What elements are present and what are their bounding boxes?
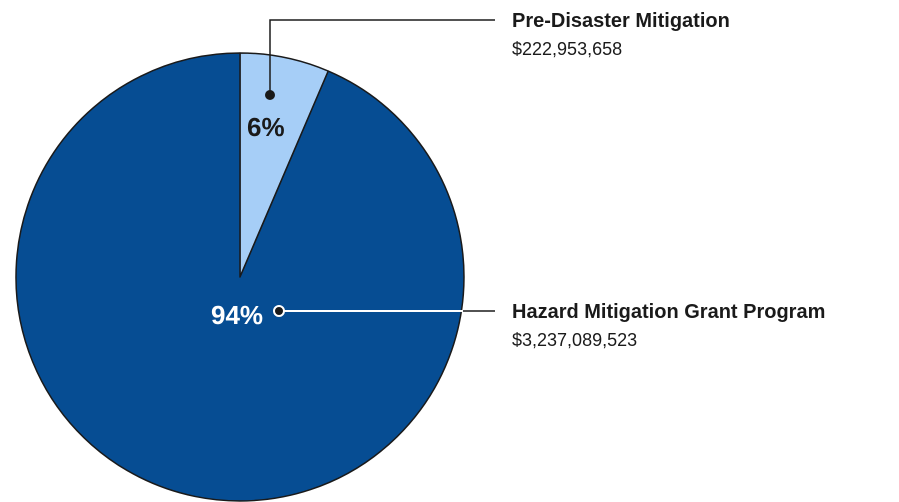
leader-dot-0 xyxy=(265,90,275,100)
slice-percent-label-pre-disaster: 6% xyxy=(247,112,285,142)
slice-label-group-1: 94% xyxy=(211,300,263,330)
legend-name-pre-disaster: Pre-Disaster Mitigation xyxy=(512,10,730,32)
leader-line-hmgp xyxy=(273,305,495,317)
legend-name-hmgp: Hazard Mitigation Grant Program xyxy=(512,301,825,323)
legend-value-hmgp: $3,237,089,523 xyxy=(512,330,637,350)
legend-entry-pre-disaster: Pre-Disaster Mitigation $222,953,658 xyxy=(512,10,730,59)
leader-line-0 xyxy=(269,19,495,95)
leader-dot-1 xyxy=(273,305,285,317)
legend-entry-hmgp: Hazard Mitigation Grant Program $3,237,0… xyxy=(512,301,825,350)
pie-slices xyxy=(15,52,465,502)
leader-line-pre-disaster xyxy=(265,19,495,100)
legend-value-pre-disaster: $222,953,658 xyxy=(512,39,622,59)
slice-percent-label-hmgp: 94% xyxy=(211,300,263,330)
pie-slice-1 xyxy=(15,52,465,502)
slice-label-group-0: 6% xyxy=(247,112,285,142)
